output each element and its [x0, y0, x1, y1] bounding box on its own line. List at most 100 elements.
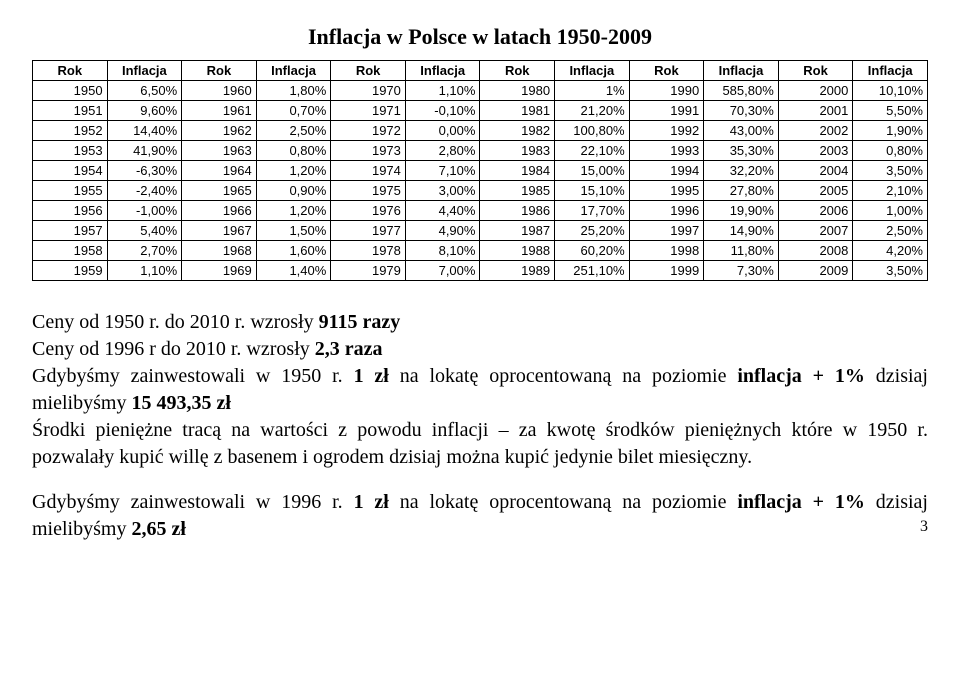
col-header-year: Rok	[182, 61, 257, 81]
cell-inflation: 7,00%	[405, 261, 480, 281]
cell-inflation: 6,50%	[107, 81, 182, 101]
cell-inflation: 1%	[555, 81, 630, 101]
cell-inflation: 7,30%	[704, 261, 779, 281]
cell-year: 1957	[33, 221, 108, 241]
cell-inflation: 1,00%	[853, 201, 928, 221]
cell-year: 1967	[182, 221, 257, 241]
table-row: 19591,10%19691,40%19797,00%1989251,10%19…	[33, 261, 928, 281]
cell-year: 2001	[778, 101, 853, 121]
cell-year: 1977	[331, 221, 406, 241]
p3-c: na lokatę oprocentowaną na poziomie	[389, 365, 737, 387]
cell-inflation: 1,10%	[405, 81, 480, 101]
cell-year: 2006	[778, 201, 853, 221]
table-row: 19582,70%19681,60%19788,10%198860,20%199…	[33, 241, 928, 261]
inflation-table: RokInflacjaRokInflacjaRokInflacjaRokInfl…	[32, 60, 928, 281]
cell-year: 1976	[331, 201, 406, 221]
cell-year: 2004	[778, 161, 853, 181]
cell-year: 1998	[629, 241, 704, 261]
cell-inflation: -1,00%	[107, 201, 182, 221]
cell-inflation: 41,90%	[107, 141, 182, 161]
cell-year: 1955	[33, 181, 108, 201]
cell-year: 1991	[629, 101, 704, 121]
cell-year: 1995	[629, 181, 704, 201]
cell-inflation: 21,20%	[555, 101, 630, 121]
table-row: 195214,40%19622,50%19720,00%1982100,80%1…	[33, 121, 928, 141]
col-header-year: Rok	[778, 61, 853, 81]
cell-year: 1966	[182, 201, 257, 221]
col-header-inflation: Inflacja	[555, 61, 630, 81]
cell-inflation: 15,00%	[555, 161, 630, 181]
cell-year: 1964	[182, 161, 257, 181]
cell-year: 1951	[33, 101, 108, 121]
paragraph-4: Środki pieniężne tracą na wartości z pow…	[32, 417, 928, 471]
table-row: 19575,40%19671,50%19774,90%198725,20%199…	[33, 221, 928, 241]
cell-inflation: -6,30%	[107, 161, 182, 181]
cell-year: 1970	[331, 81, 406, 101]
cell-inflation: 251,10%	[555, 261, 630, 281]
cell-year: 1961	[182, 101, 257, 121]
cell-year: 2000	[778, 81, 853, 101]
cell-inflation: 10,10%	[853, 81, 928, 101]
table-row: 195341,90%19630,80%19732,80%198322,10%19…	[33, 141, 928, 161]
table-row: 19506,50%19601,80%19701,10%19801%1990585…	[33, 81, 928, 101]
cell-year: 1974	[331, 161, 406, 181]
cell-inflation: 585,80%	[704, 81, 779, 101]
cell-year: 1973	[331, 141, 406, 161]
cell-inflation: 7,10%	[405, 161, 480, 181]
cell-inflation: 1,10%	[107, 261, 182, 281]
col-header-year: Rok	[33, 61, 108, 81]
cell-year: 1956	[33, 201, 108, 221]
cell-inflation: 0,80%	[853, 141, 928, 161]
p5-f: 2,65 zł	[131, 518, 185, 540]
table-row: 1955-2,40%19650,90%19753,00%198515,10%19…	[33, 181, 928, 201]
cell-inflation: 1,90%	[853, 121, 928, 141]
cell-inflation: 5,40%	[107, 221, 182, 241]
p2-bold: 2,3 raza	[315, 338, 383, 360]
cell-inflation: 14,90%	[704, 221, 779, 241]
p1-prefix: Ceny od 1950 r. do 2010 r. wzrosły	[32, 311, 319, 333]
cell-inflation: 0,80%	[256, 141, 331, 161]
cell-inflation: 70,30%	[704, 101, 779, 121]
p5-a: Gdybyśmy zainwestowali w 1996 r.	[32, 491, 354, 513]
paragraph-3: Gdybyśmy zainwestowali w 1950 r. 1 zł na…	[32, 363, 928, 417]
cell-inflation: 2,50%	[256, 121, 331, 141]
cell-year: 2009	[778, 261, 853, 281]
cell-inflation: 14,40%	[107, 121, 182, 141]
cell-inflation: 2,70%	[107, 241, 182, 261]
p2-prefix: Ceny od 1996 r do 2010 r. wzrosły	[32, 338, 315, 360]
cell-year: 1984	[480, 161, 555, 181]
cell-inflation: 27,80%	[704, 181, 779, 201]
cell-year: 1997	[629, 221, 704, 241]
cell-year: 1968	[182, 241, 257, 261]
cell-year: 1953	[33, 141, 108, 161]
cell-inflation: 0,70%	[256, 101, 331, 121]
paragraph-5: Gdybyśmy zainwestowali w 1996 r. 1 zł na…	[32, 489, 928, 543]
cell-inflation: 3,50%	[853, 261, 928, 281]
p3-f: 15 493,35 zł	[131, 392, 230, 414]
cell-year: 1960	[182, 81, 257, 101]
cell-inflation: 35,30%	[704, 141, 779, 161]
cell-year: 1988	[480, 241, 555, 261]
cell-inflation: 4,40%	[405, 201, 480, 221]
p5-d: inflacja + 1%	[737, 491, 865, 513]
col-header-inflation: Inflacja	[853, 61, 928, 81]
col-header-year: Rok	[629, 61, 704, 81]
cell-year: 1989	[480, 261, 555, 281]
cell-inflation: 1,60%	[256, 241, 331, 261]
cell-year: 1969	[182, 261, 257, 281]
page-number: 3	[920, 516, 928, 538]
cell-inflation: 2,50%	[853, 221, 928, 241]
cell-year: 1979	[331, 261, 406, 281]
cell-year: 1978	[331, 241, 406, 261]
cell-inflation: 0,00%	[405, 121, 480, 141]
p3-b: 1 zł	[354, 365, 389, 387]
cell-inflation: 32,20%	[704, 161, 779, 181]
p5-b: 1 zł	[354, 491, 389, 513]
col-header-inflation: Inflacja	[256, 61, 331, 81]
cell-year: 1987	[480, 221, 555, 241]
p3-d: inflacja + 1%	[737, 365, 865, 387]
cell-inflation: 0,90%	[256, 181, 331, 201]
p3-a: Gdybyśmy zainwestowali w 1950 r.	[32, 365, 354, 387]
paragraph-2: Ceny od 1996 r do 2010 r. wzrosły 2,3 ra…	[32, 336, 928, 363]
col-header-inflation: Inflacja	[107, 61, 182, 81]
